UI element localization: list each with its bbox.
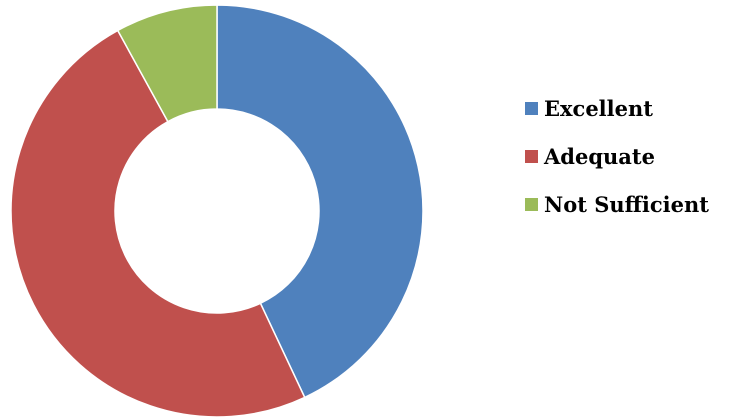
legend-label: Adequate <box>544 143 655 169</box>
legend-item-adequate: Adequate <box>525 143 709 169</box>
donut-slice-adequate <box>10 29 306 418</box>
legend-label: Excellent <box>544 95 653 121</box>
legend-item-excellent: Excellent <box>525 95 709 121</box>
legend: Excellent Adequate Not Sufficient <box>525 96 709 240</box>
legend-swatch-not-sufficient <box>525 197 538 211</box>
donut-chart <box>10 4 424 418</box>
legend-label: Not Sufficient <box>544 191 709 217</box>
legend-swatch-excellent <box>525 101 538 115</box>
legend-item-not-sufficient: Not Sufficient <box>525 191 709 217</box>
legend-swatch-adequate <box>525 149 538 163</box>
donut-slice-not-sufficient <box>116 4 218 123</box>
donut-slice-excellent <box>216 4 424 399</box>
